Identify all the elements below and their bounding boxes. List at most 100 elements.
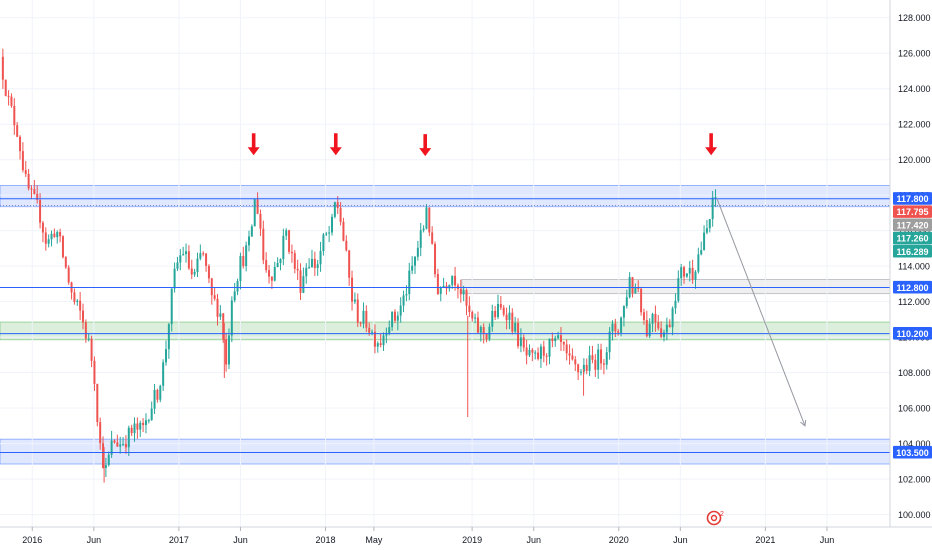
candle-bullish (162, 362, 165, 386)
candle-bullish (182, 254, 185, 256)
time-tick-label: Jun (820, 535, 835, 545)
candle-bearish (574, 359, 577, 365)
price-label-box (893, 192, 932, 205)
candle-bearish (531, 349, 534, 353)
price-label-stat: 117.260 (893, 231, 932, 245)
time-tick-label: Jun (526, 535, 541, 545)
price-tick-label: 126.000 (898, 49, 931, 59)
price-axis[interactable]: 128.000126.000124.000122.000120.000118.0… (898, 13, 931, 520)
time-axis[interactable]: 2016 Jun 2017 Jun 2018 May 2019 Jun 2020 Jun 2021 J… (22, 527, 834, 545)
candle-bearish (1, 56, 4, 80)
arrow-head (705, 147, 718, 156)
candle-bearish (468, 305, 471, 313)
candle-bearish (551, 338, 554, 342)
candle-bullish (608, 331, 611, 353)
price-label-text: 117.800 (896, 194, 928, 204)
candle-bearish (73, 292, 76, 302)
candle-bearish (242, 256, 245, 267)
candle-bearish (202, 253, 205, 255)
candle-bullish (705, 228, 708, 233)
candle-bearish (24, 170, 27, 174)
candle-bearish (299, 270, 302, 293)
candle-bullish (330, 216, 334, 233)
candle-bearish (190, 268, 193, 275)
candle-bearish (142, 422, 145, 426)
candle-bullish (554, 338, 557, 342)
projection-arrowhead (800, 419, 807, 427)
candle-bearish (657, 322, 660, 329)
candle-bullish (422, 228, 425, 231)
candle-bearish (270, 276, 273, 281)
candle-bullish (325, 233, 328, 235)
candle-bullish (236, 281, 239, 292)
candle-bearish (136, 423, 139, 430)
candle-bullish (119, 444, 122, 447)
candle-bearish (187, 251, 190, 269)
candle-bullish (413, 256, 417, 266)
candle-bullish (697, 254, 700, 272)
price-tick-label: 116.000 (898, 226, 930, 236)
price-tick-label: 108.000 (898, 368, 931, 378)
candle-bearish (356, 299, 359, 323)
price-label-line: 112.800 (893, 280, 932, 294)
down-arrow-icon (705, 133, 718, 156)
candle-bearish (368, 327, 371, 333)
candle-bearish (59, 231, 62, 237)
candle-bullish (388, 327, 391, 334)
candle-bearish (10, 96, 13, 106)
time-tick-label: 2020 (609, 535, 629, 545)
candle-bullish (353, 299, 356, 302)
candle-bearish (225, 339, 228, 365)
candle-bullish (199, 253, 202, 259)
time-tick-label: May (365, 535, 383, 545)
price-tick-label: 102.000 (898, 475, 931, 485)
candle-bullish (474, 317, 477, 319)
candle-bullish (539, 346, 542, 359)
candle-bullish (605, 352, 608, 365)
candle-bearish (33, 189, 36, 195)
candle-bullish (557, 335, 560, 339)
candle-bearish (216, 298, 219, 317)
candle-bearish (660, 328, 663, 337)
candle-bullish (416, 247, 419, 257)
candle-bearish (614, 323, 617, 332)
price-tick-label: 100.000 (898, 510, 931, 520)
candle-bullish (451, 275, 454, 285)
down-arrow-icon (419, 134, 432, 157)
candle-bullish (625, 297, 628, 307)
candle-bearish (156, 389, 159, 400)
candle-bullish (133, 423, 136, 434)
candle-bearish (545, 355, 548, 357)
price-label-box (893, 244, 932, 258)
candle-bearish (365, 310, 368, 328)
candle-bullish (139, 422, 142, 430)
candle-bullish (245, 245, 248, 267)
candle-bullish (588, 355, 591, 371)
candle-bullish (285, 230, 288, 236)
candle-bearish (351, 277, 354, 302)
candle-bullish (319, 251, 322, 265)
candle-bullish (227, 335, 230, 365)
price-tick-label: 114.000 (898, 262, 930, 272)
candle-bullish (302, 276, 305, 293)
price-tick-label: 128.000 (898, 13, 931, 23)
candle-bearish (393, 311, 396, 321)
candle-bullish (479, 326, 482, 333)
candle-bearish (359, 322, 362, 324)
candle-bearish (577, 364, 580, 373)
candle-bullish (548, 338, 551, 357)
candle-bearish (61, 236, 64, 258)
candle-bullish (665, 324, 668, 333)
price-label-box (893, 280, 932, 294)
candle-bullish (233, 291, 236, 301)
price-tick-label: 124.000 (898, 84, 931, 94)
projection-line (716, 198, 806, 427)
price-label-text: 103.500 (896, 448, 929, 458)
price-labels: 117.800 117.795 117.420 117.260 116.289 112.8… (893, 192, 932, 459)
candle-bearish (522, 337, 525, 348)
candle-bearish (84, 322, 87, 339)
candle-bearish (256, 199, 259, 214)
price-label-text: 116.289 (896, 247, 928, 257)
candle-bullish (448, 284, 451, 289)
